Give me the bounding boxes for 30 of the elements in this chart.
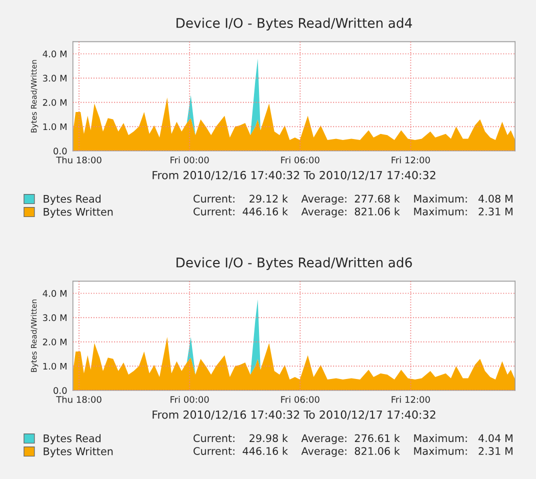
text: Current: 29.12 k Average: 277.68 k Maximum: 4.08 M xyxy=(194,194,512,205)
y-tick-label: 4.0 M xyxy=(42,50,66,58)
x-axis-title: From 2010/12/16 17:40:32 To 2010/12/17 17:40:32 xyxy=(152,170,436,180)
text: Current: 446.16 k Average: 821.06 k Maximum: 2.31 M xyxy=(194,446,512,457)
x-tick-label: Fri 06:00 xyxy=(281,156,320,164)
legend-label: Bytes Read xyxy=(44,434,101,444)
x-axis-title: From 2010/12/16 17:40:32 To 2010/12/17 17:40:32 xyxy=(152,410,436,420)
x-tick-label: Fri 12:00 xyxy=(392,396,430,403)
x-tick-label: Fri 06:00 xyxy=(281,396,320,403)
x-tick-label: Fri 00:00 xyxy=(170,396,209,403)
x-tick-label: Thu 18:00 xyxy=(56,156,102,164)
legend-label: Bytes Read xyxy=(44,194,101,205)
text: Current: 446.16 k Average: 821.06 k Maximum: 2.31 M xyxy=(194,207,512,218)
legend-label: Bytes Written xyxy=(44,447,113,458)
y-tick-label: 2.0 M xyxy=(42,99,66,106)
y-tick-label: 2.0 M xyxy=(42,338,66,346)
chart-title: Device I/O - Bytes Read/Written ad4 xyxy=(176,18,412,31)
y-tick-label: 1.0 M xyxy=(43,362,66,370)
text: Current: 29.98 k Average: 276.61 k Maximum: 4.04 M xyxy=(194,434,512,444)
y-tick-label: 1.0 M xyxy=(43,123,66,130)
y-tick-label: 0.0 xyxy=(54,148,67,154)
y-tick-label: 0.0 xyxy=(54,387,67,394)
x-tick-label: Fri 12:00 xyxy=(392,156,430,164)
y-tick-label: 3.0 M xyxy=(43,314,66,322)
x-tick-label: Fri 00:00 xyxy=(170,156,209,164)
y-tick-label: 3.0 M xyxy=(43,74,66,82)
x-tick-label: Thu 18:00 xyxy=(56,396,102,403)
legend-label: Bytes Written xyxy=(44,208,113,218)
y-tick-label: 4.0 M xyxy=(42,290,66,297)
chart-title: Device I/O - Bytes Read/Written ad6 xyxy=(176,257,412,270)
